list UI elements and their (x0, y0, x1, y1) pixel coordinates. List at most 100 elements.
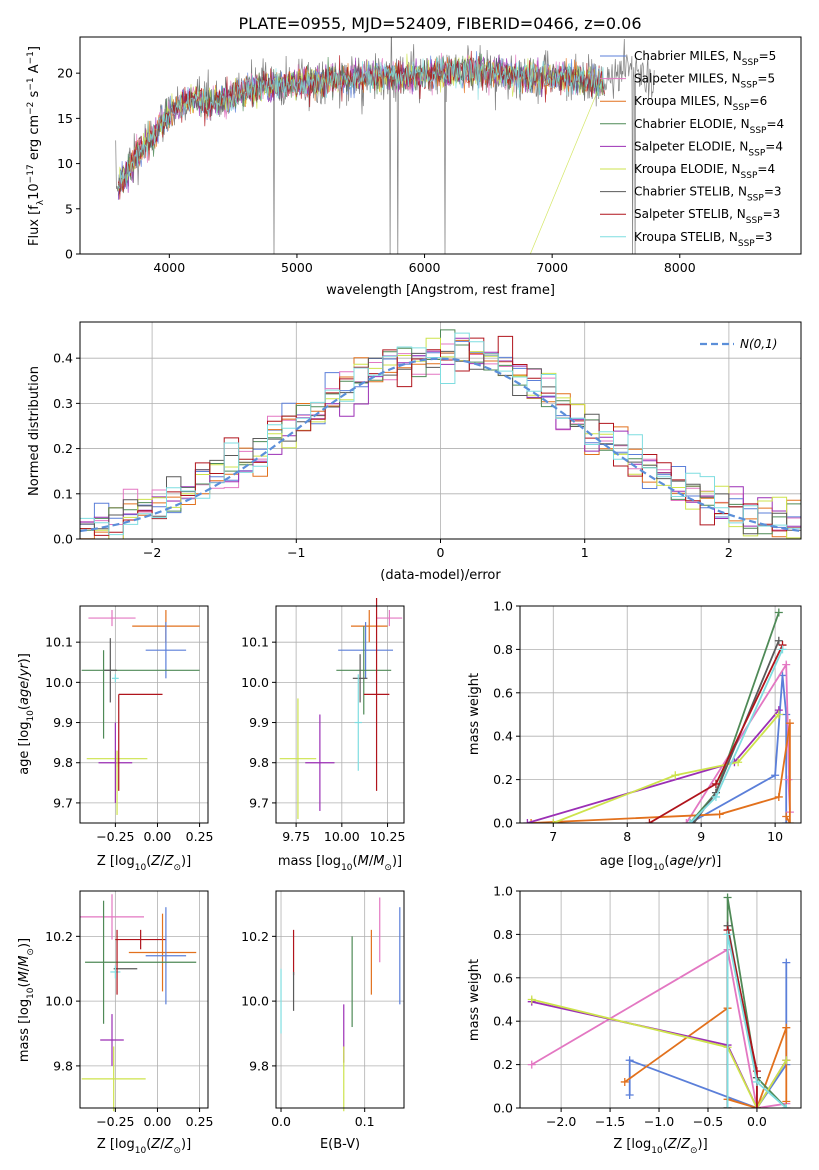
x-axis-label: age [log10(age/yr)] (600, 854, 722, 873)
axes-frame (79, 605, 209, 824)
axes-frame (79, 321, 802, 540)
weight-marker (785, 819, 794, 823)
x-tick-label: 6000 (409, 260, 441, 275)
axes-frame (275, 890, 405, 1109)
x-axis-label: Z [log10(Z/Z⊙)] (97, 1137, 191, 1156)
weight-marker (723, 893, 732, 902)
y-tick-label: 10.0 (241, 675, 269, 690)
y-tick-label: 0.0 (53, 532, 73, 547)
x-tick-label: 7000 (536, 260, 568, 275)
x-axis-label: Z [log10(Z/Z⊙)] (613, 1137, 707, 1156)
weight-marker (752, 1104, 761, 1108)
x-axis-label: E(B-V) (320, 1137, 360, 1152)
y-tick-label: 10.2 (45, 929, 73, 944)
x-tick-label: 0 (437, 545, 445, 560)
x-tick-label: 9.75 (282, 829, 310, 844)
weight-marker (723, 1104, 732, 1108)
weight-marker (682, 819, 691, 823)
weight-marker (774, 608, 783, 617)
y-tick-label: 15 (57, 111, 73, 126)
y-tick-label: 10.1 (241, 635, 269, 650)
y-tick-label: 0.1 (53, 486, 73, 501)
histograms (80, 329, 801, 539)
y-axis-label: Normed distribution (27, 366, 42, 496)
y-tick-label: 1.0 (493, 599, 513, 614)
mass-vs-Z-panel: −0.25 0.00 0.25 9.8 10.0 10.2 Z [log10(Z/Z⊙)] m… (17, 890, 214, 1156)
x-tick-label: 7 (549, 829, 557, 844)
figure-title: PLATE=0955, MJD=52409, FIBERID=0466, z=0… (238, 14, 641, 33)
x-tick-label: −2.0 (546, 1114, 576, 1129)
weight-marker (645, 819, 654, 823)
spectrum-panel: 4000 5000 6000 7000 8000 0 5 10 15 20 wavelength [… (26, 36, 802, 298)
y-tick-label: 9.9 (249, 715, 269, 730)
y-tick-label: 10.1 (45, 635, 73, 650)
axes-frame (519, 890, 802, 1109)
mass-weight-vs-age-panel: 7 8 9 10 0.0 0.2 0.4 0.6 0.8 1.0 age [log10(age/yr… (467, 599, 802, 873)
weight-line (624, 1006, 788, 1108)
weight-marker (711, 779, 720, 788)
y-tick-label: 0.4 (493, 1014, 513, 1029)
x-tick-label: −0.5 (693, 1114, 723, 1129)
weight-line (685, 661, 791, 823)
residuals-panel: −2 −1 0 1 2 0.0 0.1 0.2 0.3 0.4 (data-model)/error… (27, 321, 802, 583)
y-tick-label: 9.8 (249, 755, 269, 770)
x-tick-label: −0.25 (96, 829, 134, 844)
y-tick-label: 0.8 (493, 642, 513, 657)
y-axis-label: Flux [fλ10−17 erg cm−2 s−1 A−1] (26, 46, 46, 246)
weight-marker (752, 1077, 761, 1086)
x-tick-label: 10.00 (324, 829, 360, 844)
y-axis-label: mass weight (467, 959, 482, 1041)
weight-marker (785, 719, 794, 728)
x-axis-label: Z [log10(Z/Z⊙)] (97, 854, 191, 873)
y-tick-label: 9.8 (53, 755, 73, 770)
y-tick-label: 9.8 (249, 1058, 269, 1073)
legend-entry: Chabrier STELIB, NSSP=3 (634, 185, 782, 204)
x-tick-label: 9 (697, 829, 705, 844)
mass-weight-vs-Z-panel: −2.0 −1.5 −1.0 −0.5 0.0 0.0 0.2 0.4 0.6 0.8 1.0 Z [… (467, 884, 802, 1156)
x-tick-label: −0.25 (96, 1114, 134, 1129)
weight-line (726, 934, 787, 1108)
weight-line (531, 723, 791, 823)
axes-frame (519, 605, 802, 824)
legend-entry: Kroupa ELODIE, NSSP=4 (634, 162, 775, 181)
y-tick-label: 10 (57, 156, 73, 171)
x-tick-label: 8000 (664, 260, 696, 275)
legend-entry: Salpeter ELODIE, NSSP=4 (634, 139, 783, 158)
y-tick-label: 0.8 (493, 927, 513, 942)
y-tick-label: 10.0 (45, 675, 73, 690)
legend-entry: Chabrier ELODIE, NSSP=4 (634, 117, 784, 136)
y-tick-label: 9.9 (53, 715, 73, 730)
y-tick-label: 9.7 (53, 795, 73, 810)
weight-marker (774, 792, 783, 801)
y-tick-label: 0.6 (493, 685, 513, 700)
x-tick-label: −1.0 (644, 1114, 674, 1129)
weight-marker (715, 810, 724, 819)
model-spectrum-line (117, 56, 605, 189)
y-tick-label: 0.4 (493, 729, 513, 744)
x-tick-label: 0.25 (186, 829, 214, 844)
data-spectrum-line (115, 37, 655, 254)
weight-marker (782, 958, 791, 967)
x-tick-label: 0.0 (747, 1114, 767, 1129)
y-tick-label: 0.2 (493, 1057, 513, 1072)
weight-lines (527, 893, 791, 1108)
age-vs-mass-panel: 9.75 10.00 10.25 9.7 9.8 9.9 10.0 10.1 mass [log… (241, 597, 405, 873)
x-tick-label: 1 (581, 545, 589, 560)
y-axis-label: age [log10(age/yr)] (17, 653, 36, 775)
y-tick-label: 0.0 (493, 816, 513, 831)
weight-line (527, 709, 780, 823)
x-tick-label: 2 (725, 545, 733, 560)
histogram-step (80, 332, 801, 536)
y-axis-label: mass [log10(M/M⊙)] (17, 938, 36, 1062)
x-tick-label: 8 (623, 829, 631, 844)
weight-marker (671, 771, 680, 780)
weight-marker (782, 1056, 791, 1065)
y-tick-label: 9.7 (249, 795, 269, 810)
weight-marker (774, 636, 783, 645)
y-tick-label: 9.8 (53, 1058, 73, 1073)
weight-marker (625, 1090, 634, 1099)
weight-marker (625, 1056, 634, 1065)
axes-frame (79, 890, 209, 1109)
y-tick-label: 0.0 (493, 1101, 513, 1116)
